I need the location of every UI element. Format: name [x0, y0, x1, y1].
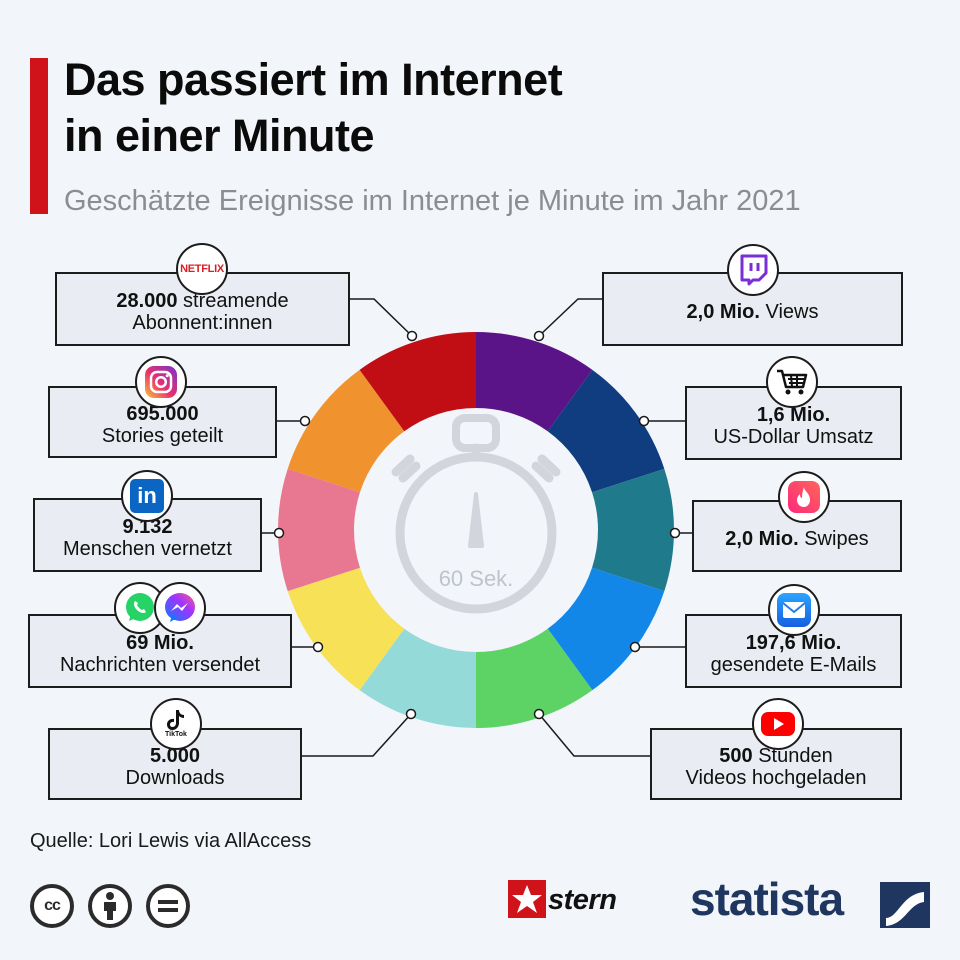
statista-logo-mark — [880, 882, 930, 928]
stat-netflix-text1: streamende — [177, 290, 289, 312]
tiktok-icon: TikTok — [150, 698, 202, 750]
stat-amazon-line1: 1,6 Mio. — [757, 404, 830, 426]
stat-youtube-text2: Videos hochgeladen — [685, 767, 867, 789]
stat-email-value: 197,6 Mio. — [745, 632, 842, 654]
donut-segment-twitch — [476, 332, 593, 432]
donut-segment-linkedin — [278, 468, 360, 592]
stat-tinder-value: 2,0 Mio. — [725, 528, 799, 550]
stat-tiktok-text: Downloads — [125, 767, 225, 789]
cc-icon-text: cc — [44, 897, 61, 914]
stat-tinder-text: Swipes — [798, 528, 869, 550]
netflix-icon: NETFLIX — [176, 243, 228, 295]
donut-segment-tinder — [592, 468, 674, 592]
stopwatch-icon — [391, 414, 561, 614]
stat-amazon-value: 1,6 Mio. — [756, 404, 831, 426]
stat-instagram-text: Stories geteilt — [101, 425, 224, 447]
stat-youtube-text1: Stunden — [752, 745, 833, 767]
linkedin-icon: in — [121, 470, 173, 522]
stat-email-text: gesendete E-Mails — [710, 654, 877, 676]
donut-segment-e-mail — [547, 567, 665, 691]
cc-icon: cc — [30, 884, 74, 928]
dot-tiktok — [405, 708, 417, 720]
dot-email — [629, 641, 641, 653]
dot-instagram — [299, 415, 311, 427]
center-label: 60 Sek. — [439, 566, 514, 591]
dot-youtube — [533, 708, 545, 720]
dot-netflix — [406, 330, 418, 342]
title-line-2: in einer Minute — [64, 110, 375, 161]
dot-twitch — [533, 330, 545, 342]
connector-youtube — [538, 713, 650, 757]
stat-netflix-value: 28.000 — [116, 290, 178, 312]
stat-twitch-line1: 2,0 Mio. Views — [687, 301, 819, 323]
nd-icon — [146, 884, 190, 928]
dot-linkedin — [273, 527, 285, 539]
connector-netflix — [350, 298, 413, 337]
dot-tinder — [669, 527, 681, 539]
stat-twitch-value: 2,0 Mio. — [686, 301, 760, 323]
whatsapp-icon — [114, 582, 166, 634]
stat-linkedin-line1: 9.132 — [122, 516, 172, 538]
stat-linkedin: 9.132 Menschen vernetzt — [33, 498, 262, 572]
donut-segment-amazon — [547, 369, 665, 493]
source-note: Quelle: Lori Lewis via AllAccess — [30, 830, 312, 852]
donut-segments — [278, 332, 674, 728]
accent-bar — [30, 58, 48, 214]
by-icon — [88, 884, 132, 928]
stat-youtube-value: 500 — [719, 745, 753, 767]
stat-whatsapp-line1: 69 Mio. — [126, 632, 194, 654]
connector-lines — [262, 298, 692, 757]
donut-segment-netflix — [359, 332, 476, 432]
instagram-icon — [135, 356, 187, 408]
stat-tinder-line1: 2,0 Mio. Swipes — [725, 528, 868, 550]
chart-title: Das passiert im Internet in einer Minute — [64, 52, 563, 164]
stat-netflix-line1: 28.000 streamende — [116, 290, 288, 312]
stern-logo — [508, 880, 546, 918]
donut-segment-instagram — [287, 369, 405, 493]
stat-email-line1: 197,6 Mio. — [746, 632, 842, 654]
connector-twitch — [538, 298, 602, 337]
dot-whatsapp — [312, 641, 324, 653]
stat-whatsapp-value: 69 Mio. — [126, 632, 194, 654]
stat-instagram-line1: 695.000 — [126, 403, 198, 425]
tinder-icon — [778, 471, 830, 523]
connector-tiktok — [302, 713, 412, 757]
tiktok-logo-text: TikTok — [165, 731, 187, 738]
donut-segment-youtube — [476, 628, 593, 728]
statista-wordmark: statista — [690, 873, 844, 925]
stat-twitch-text: Views — [759, 301, 819, 323]
stat-whatsapp-text: Nachrichten versendet — [59, 654, 261, 676]
donut-segment-whatsapp-messenger — [287, 567, 405, 691]
stat-tiktok-line1: 5.000 — [150, 745, 200, 767]
stat-linkedin-value: 9.132 — [122, 516, 173, 538]
stat-linkedin-text: Menschen vernetzt — [63, 538, 232, 560]
stat-netflix-text2: Abonnent:innen — [132, 312, 273, 334]
twitch-icon — [727, 244, 779, 296]
dot-amazon — [638, 415, 650, 427]
title-line-1: Das passiert im Internet — [64, 54, 563, 105]
chart-subtitle: Geschätzte Ereignisse im Internet je Min… — [64, 185, 801, 217]
stat-tiktok-value: 5.000 — [149, 745, 201, 767]
stern-wordmark: stern — [548, 884, 617, 916]
shopping-cart-icon — [766, 356, 818, 408]
donut-segment-tiktok — [359, 628, 476, 728]
linkedin-logo-text: in — [137, 483, 157, 508]
youtube-icon — [752, 698, 804, 750]
email-icon — [768, 584, 820, 636]
stat-youtube-line1: 500 Stunden — [719, 745, 832, 767]
stat-amazon-text: US-Dollar Umsatz — [713, 426, 874, 448]
netflix-logo-text: NETFLIX — [180, 263, 224, 275]
stat-instagram-value: 695.000 — [126, 403, 199, 425]
messenger-icon — [154, 582, 206, 634]
connector-dots — [273, 330, 681, 720]
